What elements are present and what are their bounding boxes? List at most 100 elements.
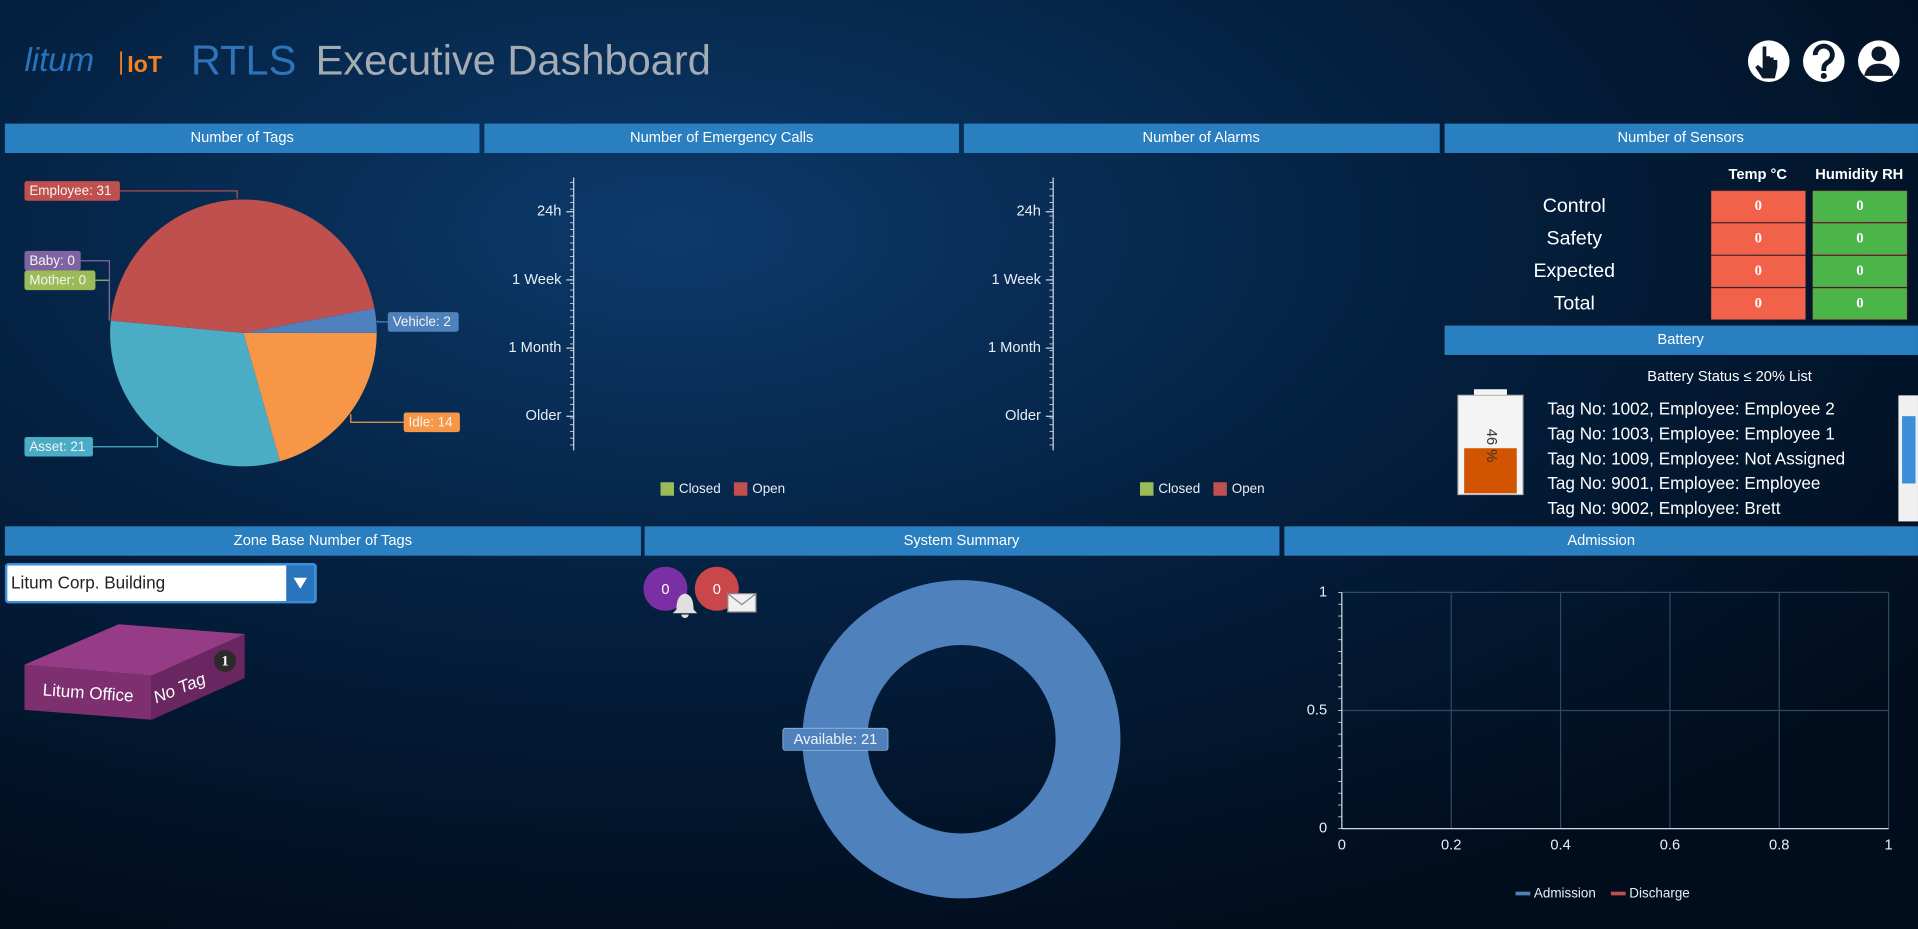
alert-badge [643,566,688,611]
battery-label: 46 % [1483,429,1499,462]
zone-select[interactable] [4,563,317,604]
legend-label: Discharge [1629,886,1689,901]
panel-header [484,123,959,153]
label-connector [80,260,111,321]
label-box [782,727,889,751]
label-connector [376,320,388,323]
row-label: Safety [1547,227,1603,249]
icon-glyph[interactable] [1755,46,1778,79]
zone-select-value[interactable]: Litum Corp. Building [11,572,165,592]
legend-label: Open [752,481,785,496]
column-header: Temp °C [1728,167,1787,183]
sensor-cell [1711,288,1806,320]
sensor-value: 0 [1856,296,1863,312]
panel-title: System Summary [904,533,1020,549]
pie-slice [110,199,375,333]
y-tick-label: 0.5 [1307,702,1327,718]
alert-count: 0 [661,582,669,598]
panel-title: Number of Emergency Calls [630,130,813,146]
label-box [24,250,81,271]
sensor-value: 0 [1755,296,1762,312]
sensor-value: 0 [1755,263,1762,279]
row-label: Total [1554,292,1595,314]
data-label: Vehicle: 2 [393,314,451,329]
select-arrow[interactable] [293,577,308,589]
sensor-cell [1812,190,1908,223]
y-tick-label: 0 [1319,821,1327,837]
battery-item: Tag No: 9002, Employee: Brett [1547,498,1780,518]
icon-glyph[interactable] [1871,46,1887,62]
category-label: 24h [537,204,561,220]
battery-item: Tag No: 1002, Employee: Employee 2 [1547,399,1834,419]
battery-subtitle: Battery Status ≤ 20% List [1647,369,1812,385]
alert-count: 0 [713,582,721,598]
icon-circle[interactable] [1802,40,1845,83]
panel-header [4,123,480,153]
mail-icon [727,593,757,613]
battery-item: Tag No: 1003, Employee: Employee 1 [1547,423,1834,443]
panel-title: Number of Tags [191,130,294,146]
pie-slice [243,308,377,333]
x-tick-label: 1 [1885,838,1893,854]
panel-header [4,526,641,556]
pointer-icon[interactable] [1747,40,1790,83]
category-label: 1 Month [988,340,1041,356]
legend-label: Open [1232,481,1265,496]
label-connector [92,436,159,448]
panel-title: Number of Sensors [1617,130,1743,146]
panel-header [1284,526,1918,556]
zone-side [24,664,152,720]
label-box [24,436,93,457]
category-label: Older [1005,408,1041,424]
sensor-cell [1812,255,1908,288]
row-label: Expected [1533,260,1615,282]
x-tick-label: 0.6 [1660,838,1680,854]
legend-label: Closed [679,481,721,496]
y-tick-label: 1 [1319,584,1327,600]
label-box [24,270,96,291]
data-label: Employee: 31 [29,183,111,198]
bell-icon [672,593,698,619]
icon-glyph[interactable] [1864,63,1894,76]
battery-item: Tag No: 1009, Employee: Not Assigned [1547,448,1845,468]
user-icon[interactable] [1858,40,1900,83]
page-title: Executive Dashboard [316,37,711,84]
label-box [403,412,460,433]
battery-cap [1473,389,1507,397]
category-label: 1 Month [508,340,561,356]
legend-label: Admission [1534,886,1596,901]
sensor-value: 0 [1856,198,1863,214]
legend-swatch [660,482,674,496]
x-tick-label: 0.2 [1441,838,1461,854]
label-box [387,312,459,332]
category-label: 1 Week [512,272,562,288]
panel-header [1444,123,1918,153]
sensor-cell [1812,223,1908,255]
panel-title: Zone Base Number of Tags [234,533,412,549]
zone-top [24,624,245,676]
data-label: Available: 21 [794,732,878,748]
panel-title: Battery [1657,332,1704,348]
pie-slice [243,332,377,462]
column-header: Humidity RH [1815,167,1903,183]
data-label: Idle: 14 [409,414,454,429]
sensor-cell [1812,288,1908,320]
logo: litum [24,41,94,78]
data-label: Baby: 0 [29,253,75,268]
content: litum IoT RTLS Executive Dashboard Numbe… [4,37,1918,901]
category-label: 24h [1016,204,1040,220]
sensor-value: 0 [1755,231,1762,247]
icon-glyph[interactable] [1820,72,1827,79]
data-label: Mother: 0 [29,272,86,287]
sensor-cell [1711,223,1806,255]
legend-swatch [1140,482,1154,496]
sensor-value: 0 [1755,198,1762,214]
help-icon[interactable] [1802,40,1845,83]
panel-title: Number of Alarms [1142,130,1259,146]
scrollbar-thumb[interactable] [1902,416,1916,484]
icon-glyph[interactable] [1812,43,1835,71]
x-tick-label: 0.8 [1769,838,1789,854]
